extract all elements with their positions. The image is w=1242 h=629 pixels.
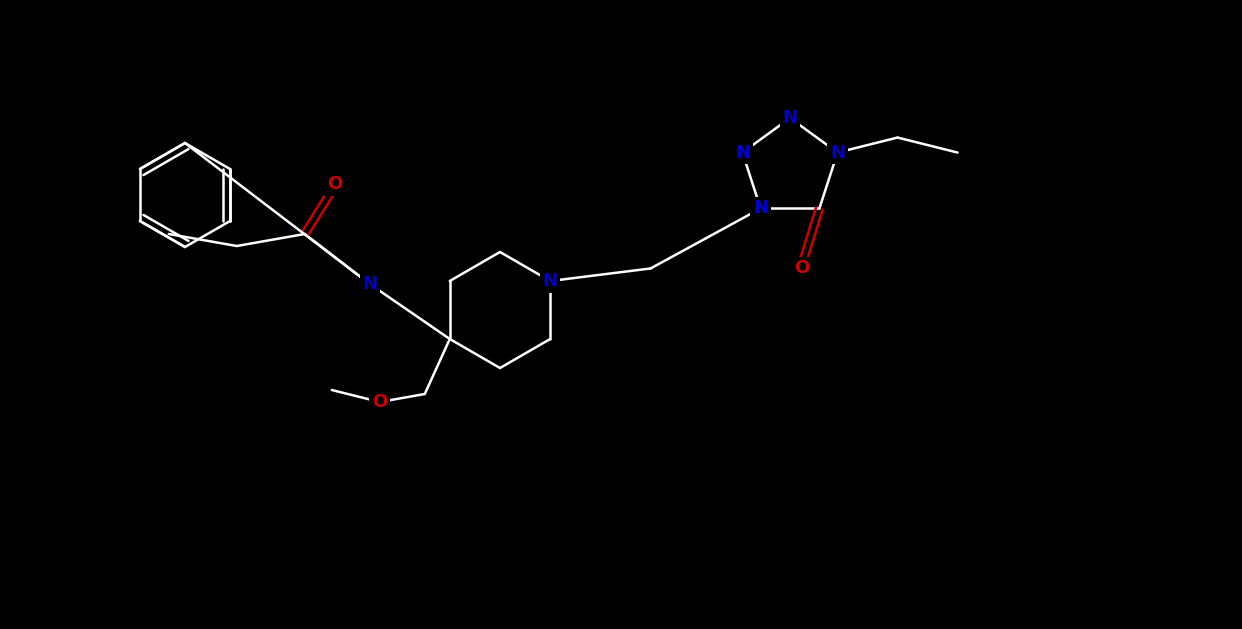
- Text: O: O: [373, 393, 388, 411]
- Text: N: N: [543, 272, 558, 290]
- Text: O: O: [794, 259, 809, 277]
- Text: N: N: [753, 199, 768, 218]
- Text: O: O: [327, 175, 343, 193]
- Text: N: N: [363, 275, 378, 293]
- Text: N: N: [735, 143, 750, 162]
- Text: N: N: [830, 143, 845, 162]
- Text: N: N: [782, 109, 797, 127]
